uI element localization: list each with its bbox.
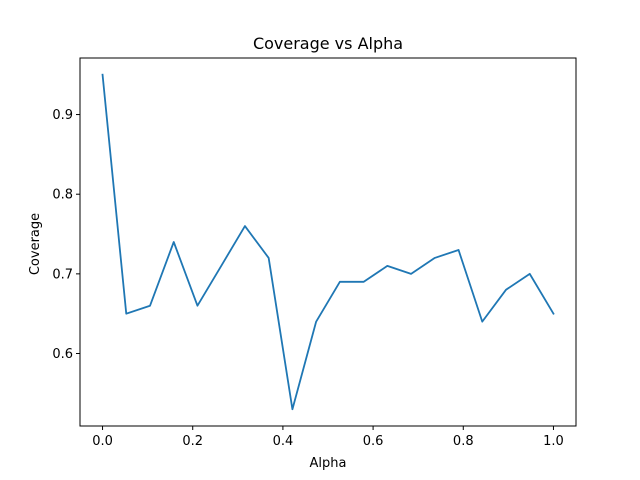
x-tick-label: 0.4: [273, 434, 294, 449]
chart-title: Coverage vs Alpha: [253, 34, 403, 53]
x-tick-label: 0.8: [453, 434, 474, 449]
x-tick-label: 0.2: [182, 434, 203, 449]
y-tick-label: 0.7: [52, 267, 73, 282]
plot-area: 0.0 0.2 0.4 0.6 0.8 1.0 0.6 0.7 0.8 0.9: [52, 57, 577, 449]
series-line-0: [101, 73, 555, 411]
x-tick-label: 1.0: [543, 434, 564, 449]
x-tick-label: 0.6: [363, 434, 384, 449]
y-axis-label: Coverage: [28, 213, 43, 275]
axes-frame: [79, 57, 577, 427]
y-tick-label: 0.8: [52, 188, 73, 203]
x-axis-label: Alpha: [310, 456, 347, 471]
y-tick-label: 0.6: [52, 347, 73, 362]
x-tick-label: 0.0: [92, 434, 113, 449]
y-tick-label: 0.9: [52, 108, 73, 123]
